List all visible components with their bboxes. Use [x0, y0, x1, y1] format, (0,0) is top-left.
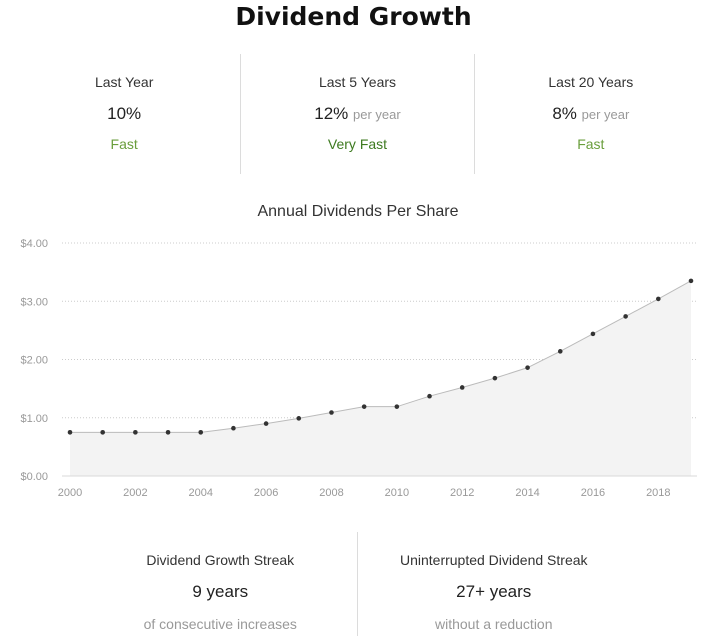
stat-value: 10%: [8, 104, 240, 124]
uninterrupted-dividend-streak: Uninterrupted Dividend Streak 27+ years …: [356, 532, 631, 636]
data-point: [231, 425, 236, 431]
data-point: [100, 430, 105, 435]
data-point: [557, 349, 563, 354]
x-tick-label: 2004: [188, 487, 212, 499]
data-point: [198, 430, 204, 435]
data-point: [394, 404, 400, 409]
stat-rating: Fast: [110, 136, 138, 152]
stat-rating: Fast: [577, 136, 605, 152]
y-tick-label: $2.00: [20, 355, 48, 367]
streak-sub: without a reduction: [434, 616, 553, 632]
stat-percent: 10%: [107, 104, 142, 123]
dividend-growth-streak: Dividend Growth Streak 9 years of consec…: [84, 532, 357, 636]
data-point: [361, 404, 367, 409]
data-point: [427, 393, 432, 399]
streak-value: 9 years: [192, 582, 249, 601]
y-tick-label: $3.00: [20, 296, 48, 308]
growth-stats: Last Year 10% Fast Last 5 Years 12% per …: [8, 54, 707, 174]
data-point: [459, 385, 465, 390]
data-point: [67, 430, 73, 435]
stat-last-5-years: Last 5 Years 12% per year Very Fast: [240, 54, 473, 174]
x-tick-label: 2006: [254, 487, 278, 499]
x-tick-label: 2018: [646, 487, 670, 499]
series-line: [70, 280, 692, 433]
stat-value: 12% per year: [241, 104, 473, 124]
data-point: [296, 416, 302, 421]
chart-title: Annual Dividends Per Share: [257, 203, 459, 220]
data-point: [492, 375, 498, 381]
stat-last-year: Last Year 10% Fast: [8, 54, 240, 174]
data-point: [623, 314, 628, 319]
data-point: [688, 278, 694, 284]
data-point: [133, 430, 138, 435]
y-tick-label: $4.00: [20, 238, 48, 250]
stat-label: Last Year: [94, 74, 154, 90]
x-tick-label: 2012: [450, 487, 474, 499]
data-point: [590, 331, 596, 337]
stat-last-20-years: Last 20 Years 8% per year Fast: [473, 54, 707, 174]
stat-label: Last 5 Years: [318, 74, 397, 90]
streaks: Dividend Growth Streak 9 years of consec…: [84, 532, 630, 636]
page-title: Dividend Growth: [235, 2, 472, 31]
x-tick-label: 2008: [319, 487, 343, 499]
x-tick-label: 2014: [515, 487, 539, 499]
x-tick-label: 2010: [385, 487, 409, 499]
x-tick-label: 2000: [58, 487, 82, 499]
streak-label: Dividend Growth Streak: [146, 552, 295, 568]
dividends-chart: $0.00 $1.00 $2.00 $3.00 $4.00 2000 2002 2004 200…: [20, 238, 697, 499]
data-point: [329, 410, 334, 415]
streak-value: 27+ years: [456, 582, 532, 601]
data-point: [263, 421, 269, 426]
y-tick-label: $0.00: [20, 471, 48, 483]
stat-percent: 8%: [552, 104, 577, 123]
streak-sub: of consecutive increases: [143, 616, 297, 632]
area-fill: [70, 280, 691, 476]
y-tick-label: $1.00: [20, 413, 48, 425]
stat-suffix: per year: [353, 107, 401, 122]
streak-label: Uninterrupted Dividend Streak: [399, 552, 588, 568]
stat-suffix: per year: [581, 107, 630, 122]
stat-rating: Very Fast: [327, 136, 388, 152]
data-point: [165, 430, 171, 435]
stat-label: Last 20 Years: [548, 74, 634, 90]
x-tick-label: 2016: [581, 487, 605, 499]
stat-percent: 12%: [314, 104, 349, 123]
data-point: [656, 296, 661, 302]
data-point: [525, 365, 530, 370]
stat-value: 8% per year: [475, 104, 707, 124]
x-tick-label: 2002: [123, 487, 147, 499]
